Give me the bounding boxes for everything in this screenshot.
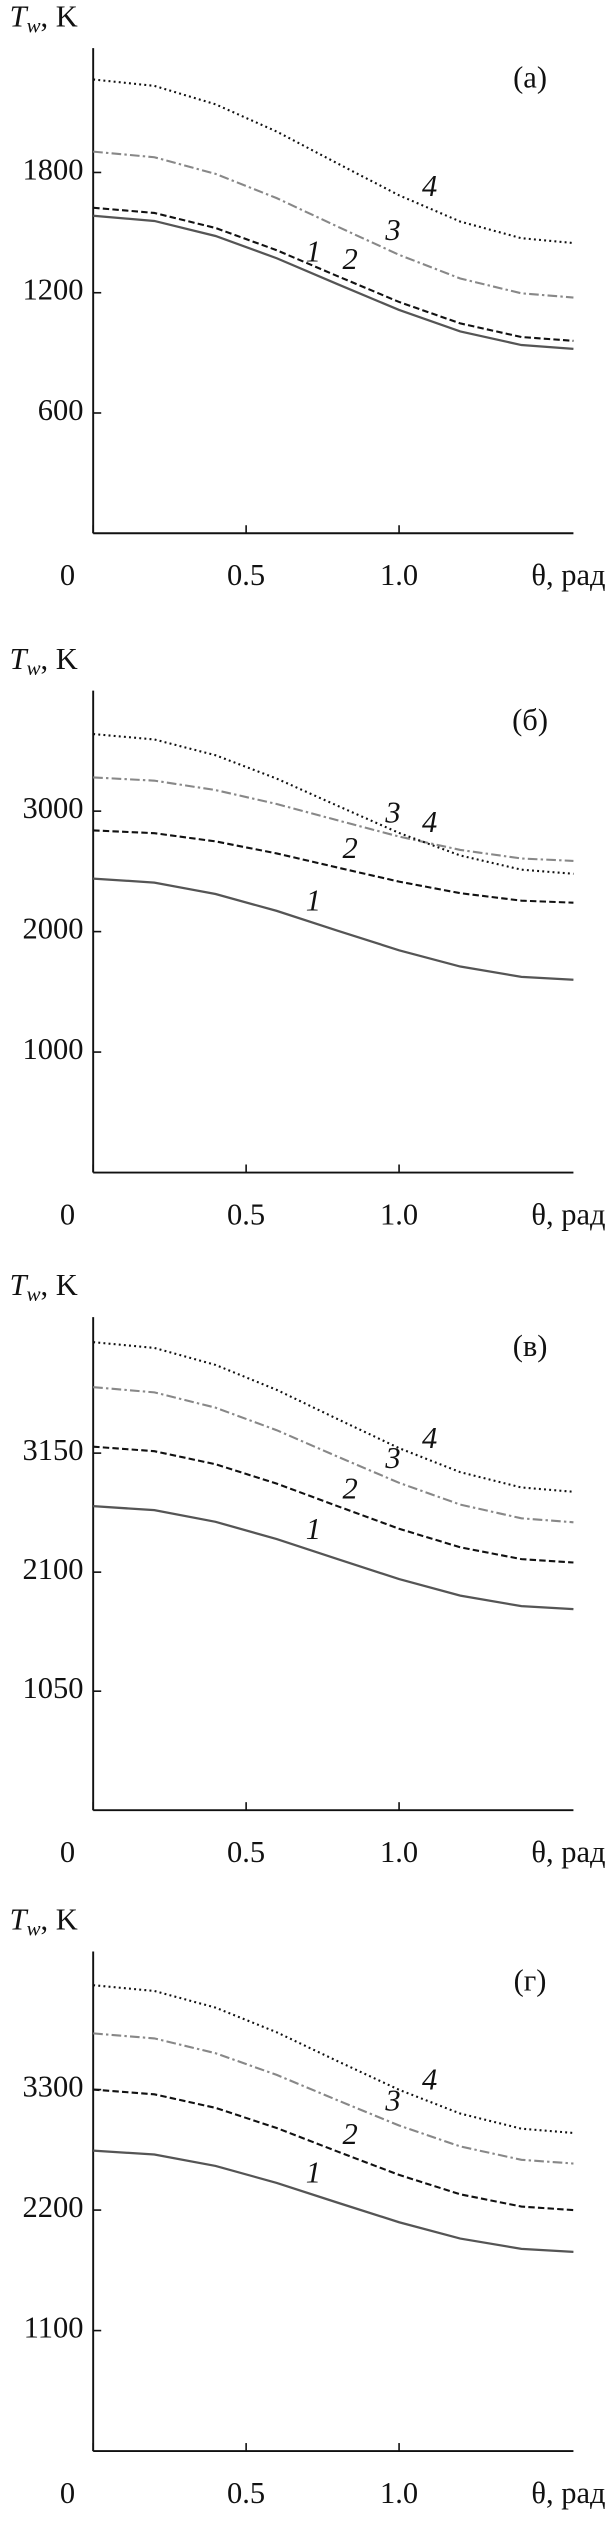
- y-label-symbol: T: [10, 1903, 29, 1937]
- y-tick-label: 2000: [23, 912, 84, 946]
- y-label-subscript: w: [27, 1282, 41, 1306]
- x-tick-label: 0.5: [227, 1198, 265, 1232]
- x-tick-label: 0: [60, 1198, 75, 1232]
- y-label-symbol: T: [10, 642, 29, 676]
- y-axis-label: Tw, K: [10, 0, 78, 37]
- y-label-subscript: w: [27, 1916, 41, 1940]
- x-tick-label: 0.5: [227, 2476, 265, 2510]
- series-line: [93, 1341, 574, 1493]
- x-axis-label: θ, рад: [531, 558, 605, 592]
- panel: Tw, K (а) 600 1200 1800 0 0.5 1.0 θ, рад 1 234: [10, 0, 606, 592]
- y-label-unit: , K: [41, 1903, 78, 1937]
- panel-label: (в): [513, 1329, 548, 1363]
- y-label-unit: , K: [41, 1268, 78, 1302]
- y-tick-label: 1050: [23, 1671, 84, 1705]
- x-tick-label: 0: [60, 558, 75, 592]
- y-label-symbol: T: [10, 0, 29, 33]
- series-line: [93, 2088, 574, 2212]
- series-line: [93, 1984, 574, 2134]
- series-label: 2: [343, 2117, 358, 2151]
- series-line: [93, 1505, 574, 1611]
- x-tick-label: 0: [60, 1835, 75, 1869]
- y-label-subscript: w: [27, 656, 41, 680]
- series-label: 4: [422, 1421, 437, 1455]
- series-line: [93, 214, 574, 350]
- y-label-unit: , K: [41, 0, 78, 33]
- y-tick-label: 3150: [23, 1433, 84, 1467]
- series-label: 3: [384, 2084, 400, 2118]
- y-tick-label: 600: [38, 393, 84, 427]
- x-axis-label: θ, рад: [531, 2476, 605, 2510]
- series-label: 1: [306, 1512, 321, 1546]
- y-tick-label: 3000: [23, 791, 84, 825]
- series-label: 3: [384, 213, 400, 247]
- series-label: 2: [343, 831, 358, 865]
- series-label: 4: [422, 2062, 437, 2096]
- series-line: [93, 776, 574, 862]
- series-line: [93, 206, 574, 342]
- series-label: 1: [306, 884, 321, 918]
- series-line: [93, 1386, 574, 1524]
- series-label: 1: [306, 2156, 321, 2190]
- series-line: [93, 150, 574, 299]
- series-label: 4: [422, 169, 437, 203]
- y-tick-label: 1100: [24, 2311, 84, 2345]
- x-tick-label: 1.0: [380, 558, 418, 592]
- y-label-symbol: T: [10, 1268, 29, 1302]
- x-tick-label: 0: [60, 2476, 75, 2510]
- panel-label: (а): [513, 60, 547, 94]
- x-tick-label: 0.5: [227, 1835, 265, 1869]
- y-axis-label: Tw, K: [10, 1268, 78, 1306]
- x-axis-label: θ, рад: [531, 1835, 605, 1869]
- y-tick-label: 3300: [23, 2070, 84, 2104]
- series-line: [93, 829, 574, 904]
- series-line: [93, 78, 574, 245]
- panel: Tw, K (б) 1000 2000 3000 0 0.5 1.0 θ, рад 123 4: [10, 642, 606, 1232]
- y-axis-label: Tw, K: [10, 1903, 78, 1941]
- series-label: 3: [384, 796, 400, 830]
- y-tick-label: 1800: [23, 152, 84, 186]
- y-axis-label: Tw, K: [10, 642, 78, 680]
- x-tick-label: 1.0: [380, 2476, 418, 2510]
- y-tick-label: 1200: [23, 273, 84, 307]
- y-tick-label: 2200: [23, 2190, 84, 2224]
- series-label: 3: [384, 1441, 400, 1475]
- series-line: [93, 2149, 574, 2253]
- series-label: 4: [422, 805, 437, 839]
- y-tick-label: 1000: [23, 1032, 84, 1066]
- series-label: 1: [306, 235, 321, 269]
- series-label: 2: [343, 242, 358, 276]
- x-tick-label: 0.5: [227, 558, 265, 592]
- series-label: 2: [343, 1472, 358, 1506]
- x-tick-label: 1.0: [380, 1198, 418, 1232]
- y-tick-label: 2100: [23, 1552, 84, 1586]
- panel-label: (г): [514, 1964, 547, 1998]
- series-line: [93, 2032, 574, 2165]
- x-tick-label: 1.0: [380, 1835, 418, 1869]
- series-line: [93, 1445, 574, 1564]
- x-axis-label: θ, рад: [531, 1198, 605, 1232]
- panel-label: (б): [512, 703, 548, 737]
- y-label-subscript: w: [27, 13, 41, 37]
- series-line: [93, 877, 574, 981]
- series-line: [93, 732, 574, 875]
- y-label-unit: , K: [41, 642, 78, 676]
